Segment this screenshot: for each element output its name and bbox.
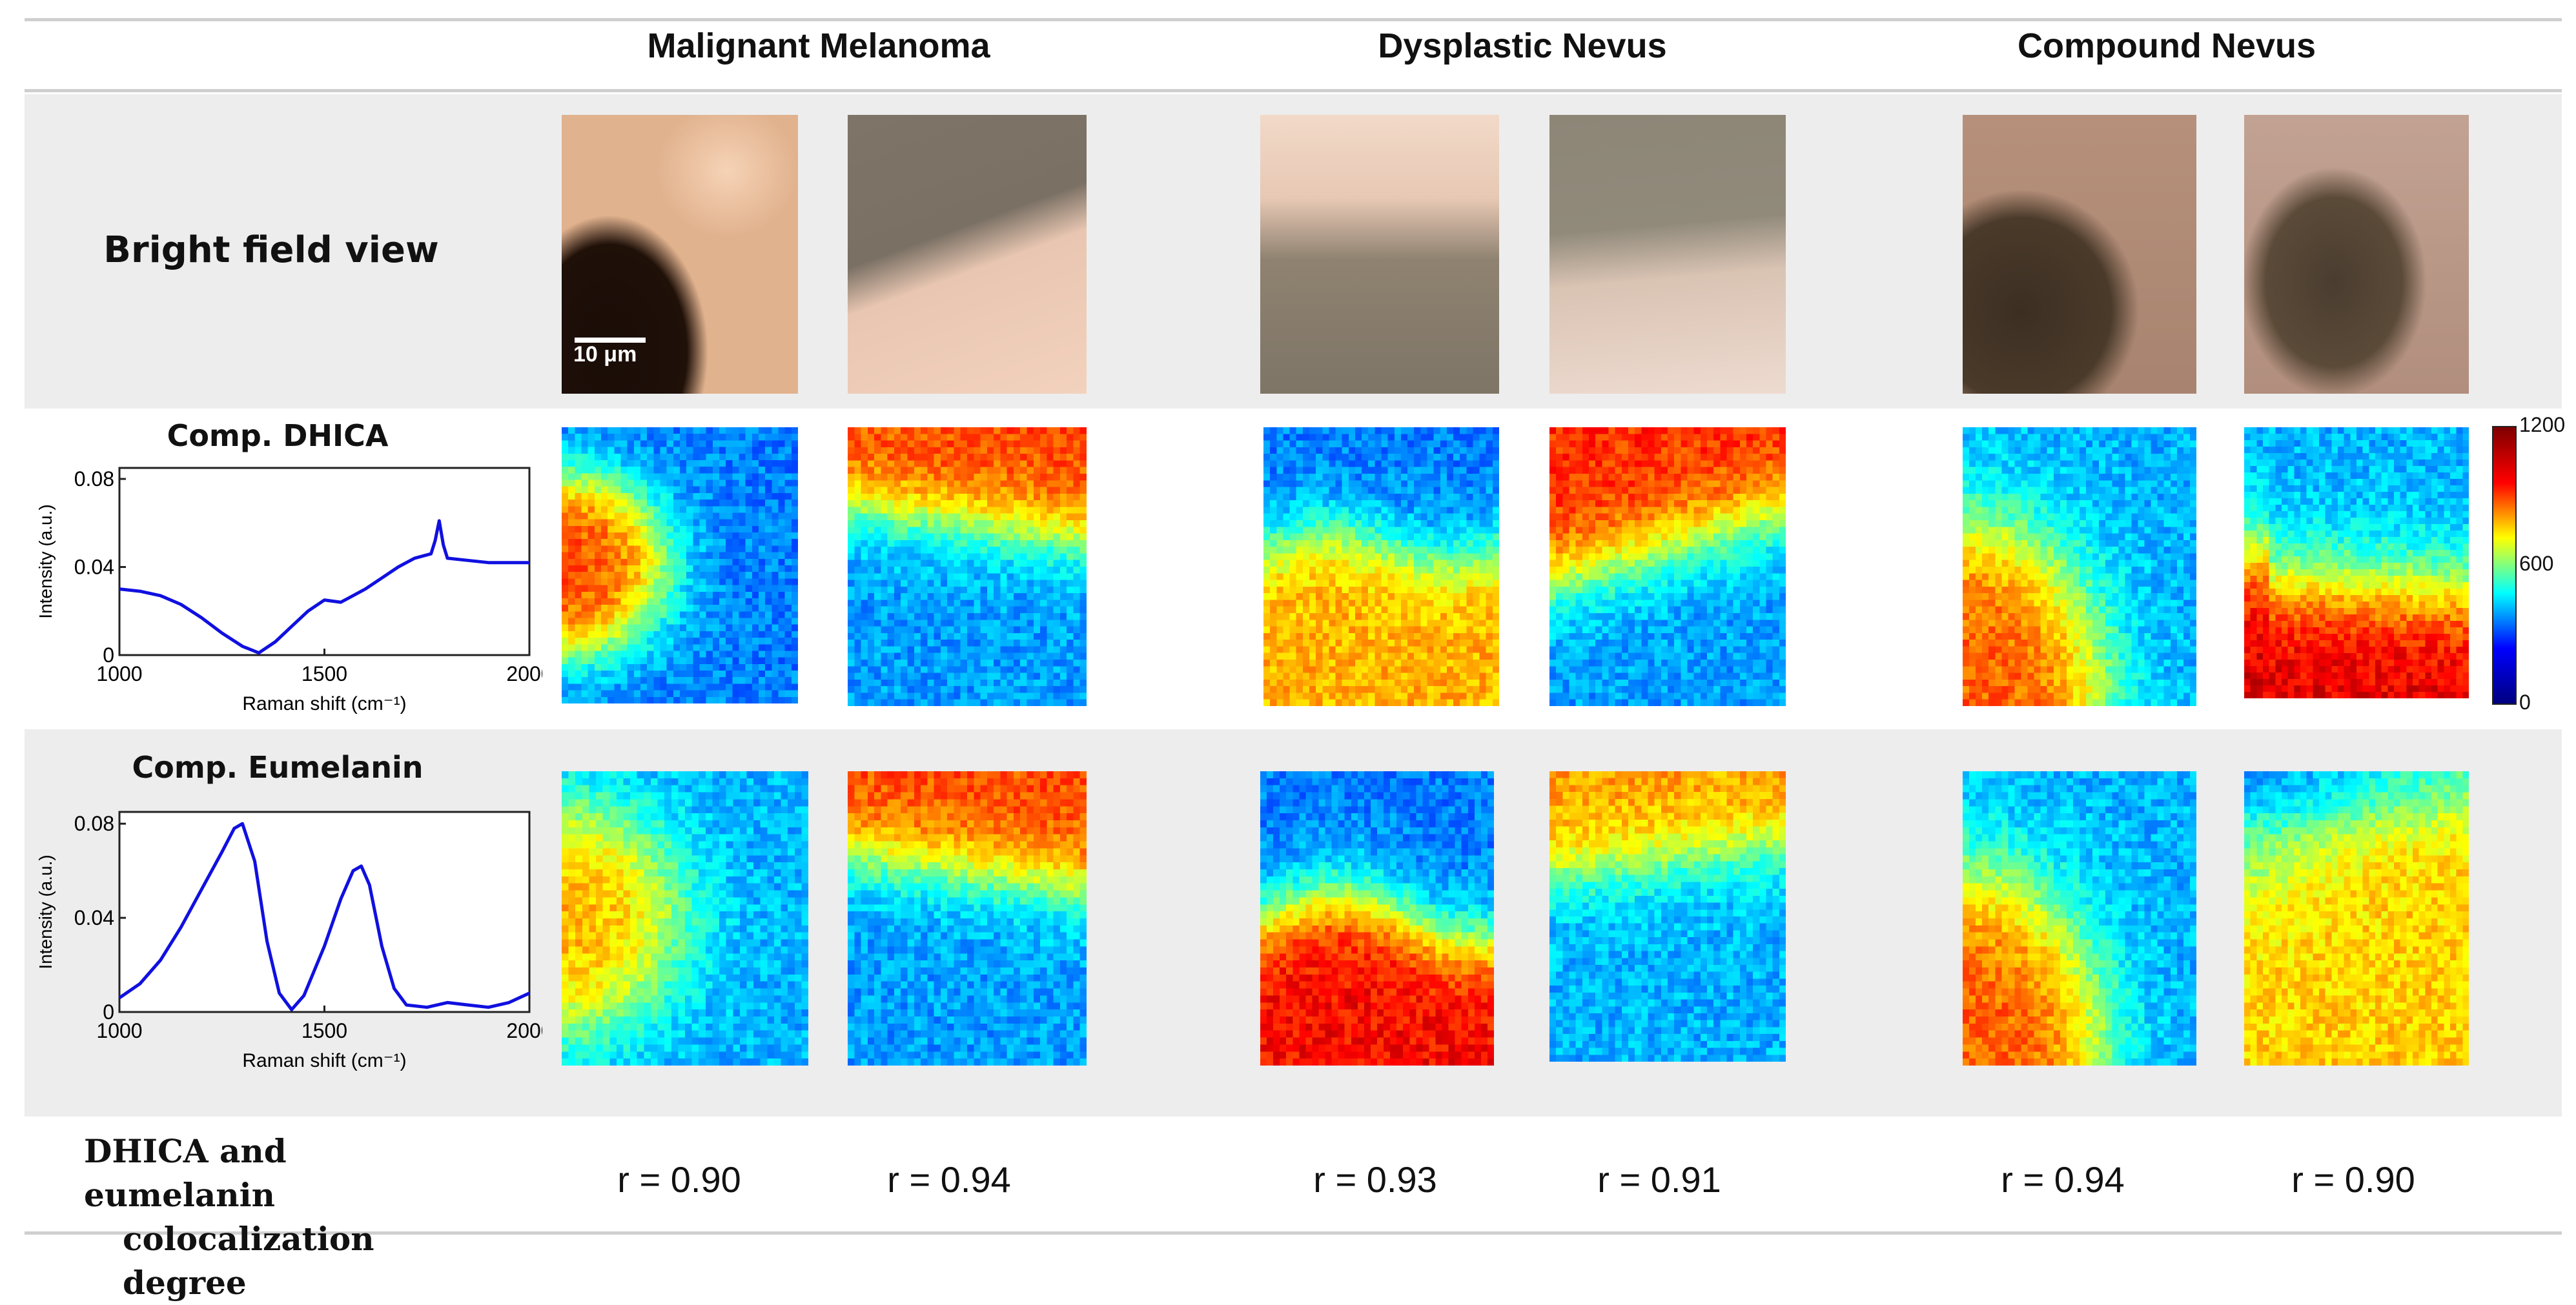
spectrum-line: [119, 519, 529, 655]
eumelanin-map-dysplastic-2: [1549, 771, 1786, 1062]
top-rule: [25, 18, 2562, 21]
y-tick-label: 0.04: [74, 906, 114, 929]
eumelanin-map-melanoma-2: [848, 771, 1087, 1066]
x-tick-label: 1500: [302, 1019, 347, 1042]
r-value-melanoma-1: r = 0.90: [617, 1159, 741, 1200]
x-axis-label: Raman shift (cm⁻¹): [242, 693, 406, 714]
bright-field-image: [1549, 115, 1786, 394]
dhica-map-dysplastic-2: [1549, 427, 1786, 706]
x-tick-label: 1000: [96, 1019, 142, 1042]
dhica-map-melanoma-1: [562, 427, 798, 703]
colocalization-line-1: DHICA and eumelanin: [84, 1132, 287, 1214]
column-title-malignant-melanoma: Malignant Melanoma: [647, 26, 990, 65]
eumelanin-map-dysplastic-1: [1260, 771, 1494, 1066]
colorbar: [2492, 426, 2517, 705]
row-label-colocalization: DHICA and eumelanin colocalization degre…: [84, 1129, 484, 1305]
y-axis-label: Intensity (a.u.): [36, 855, 56, 969]
dhica-map-dysplastic-1: [1263, 427, 1499, 706]
bright-field-image: [848, 115, 1087, 394]
r-value-dysplastic-2: r = 0.91: [1597, 1159, 1721, 1200]
eumelanin-map-compound-2: [2244, 771, 2469, 1066]
r-value-compound-2: r = 0.90: [2291, 1159, 2415, 1200]
dhica-map-compound-2: [2244, 427, 2469, 698]
x-tick-label: 1000: [96, 662, 142, 685]
r-value-dysplastic-1: r = 0.93: [1313, 1159, 1437, 1200]
dhica-map-melanoma-2: [848, 427, 1087, 706]
y-tick-label: 0: [103, 643, 114, 667]
eumelanin-map-melanoma-1: [562, 771, 808, 1066]
row-label-eumelanin: Comp. Eumelanin: [132, 750, 424, 785]
y-tick-label: 0: [103, 1000, 114, 1024]
bright-field-image: 10 μm: [562, 115, 798, 394]
scale-bar-label: 10 μm: [573, 342, 637, 367]
r-value-melanoma-2: r = 0.94: [887, 1159, 1011, 1200]
y-tick-label: 0.08: [74, 467, 114, 491]
row-label-dhica: Comp. DHICA: [167, 418, 389, 453]
r-value-compound-1: r = 0.94: [2001, 1159, 2125, 1200]
column-title-dysplastic-nevus: Dysplastic Nevus: [1378, 26, 1667, 65]
bright-field-image: [1260, 115, 1499, 394]
y-axis-label: Intensity (a.u.): [36, 504, 56, 618]
header-rule: [25, 89, 2562, 92]
bright-field-image: [1963, 115, 2196, 394]
column-title-compound-nevus: Compound Nevus: [2017, 26, 2316, 65]
bright-field-image: [2244, 115, 2469, 394]
y-tick-label: 0.04: [74, 556, 114, 579]
y-tick-label: 0.08: [74, 812, 114, 835]
dhica-map-compound-1: [1963, 427, 2196, 706]
colorbar-min-label: 0: [2519, 691, 2531, 714]
colocalization-line-2: colocalization degree: [123, 1220, 374, 1302]
colorbar-gradient: [2493, 427, 2515, 703]
plot-frame: [118, 811, 531, 1013]
x-axis-label: Raman shift (cm⁻¹): [242, 1050, 406, 1071]
row-label-bright-field: Bright field view: [103, 229, 439, 271]
spectrum-line: [118, 822, 531, 1011]
colorbar-mid-label: 600: [2519, 552, 2554, 575]
eumelanin-map-compound-1: [1963, 771, 2196, 1066]
bottom-rule: [25, 1231, 2562, 1235]
colorbar-max-label: 1200: [2519, 413, 2566, 436]
scale-bar: [575, 338, 646, 343]
x-tick-label: 1500: [302, 662, 347, 685]
